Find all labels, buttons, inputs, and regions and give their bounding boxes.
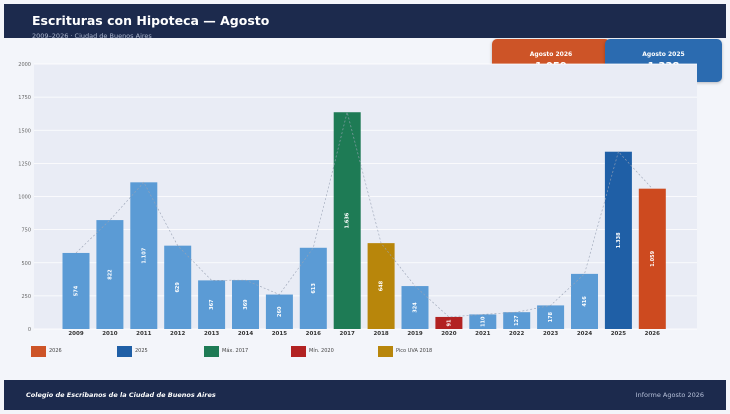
bar-value-label: 91 (446, 319, 452, 326)
legend-swatch (204, 345, 219, 357)
bar-2020 (435, 316, 463, 329)
y-tick-label: 1000 (18, 195, 31, 201)
page-title: Escrituras con Hipoteca — Agosto (32, 13, 270, 28)
bar-2010 (96, 220, 124, 329)
legend-label: Mín. 2020 (309, 348, 334, 354)
bar-value-label: 367 (209, 299, 215, 310)
bar-2014 (232, 280, 259, 329)
x-tick-label: 2011 (136, 331, 151, 337)
bar-2019 (401, 286, 429, 329)
y-tick-label: 0 (28, 327, 31, 333)
bar-value-label: 822 (107, 269, 113, 280)
x-tick-label: 2025 (611, 331, 626, 337)
legend-label: 2025 (135, 348, 148, 354)
legend-item: Pico UVA 2018 (378, 345, 432, 357)
page-subtitle: 2009–2026 · Ciudad de Buenos Aires (32, 32, 152, 40)
bar-value-label: 324 (413, 302, 419, 313)
y-tick-label: 1250 (18, 161, 31, 167)
bar-2015 (265, 294, 293, 329)
bar-2013 (198, 280, 226, 329)
footer-org: Colegio de Escribanos de la Ciudad de Bu… (26, 391, 216, 399)
x-tick-label: 2026 (645, 331, 660, 337)
legend-label: Máx. 2017 (222, 348, 249, 354)
bar-2009 (62, 252, 90, 329)
x-tick-label: 2024 (577, 331, 592, 337)
trend-line (75, 112, 653, 318)
bar-value-label: 178 (548, 311, 554, 322)
y-tick-label: 1750 (18, 95, 31, 101)
legend-item: Máx. 2017 (204, 345, 248, 357)
bar-2021 (469, 314, 497, 329)
legend-label: 2026 (49, 348, 62, 354)
legend-item: 2026 (31, 345, 62, 357)
footer-bar: Colegio de Escribanos de la Ciudad de Bu… (4, 380, 726, 410)
bar-value-label: 127 (514, 315, 520, 326)
bar-2026 (638, 188, 666, 329)
legend-swatch (31, 345, 46, 357)
bar-2016 (299, 247, 327, 329)
x-tick-label: 2016 (306, 331, 321, 337)
legend-swatch (378, 345, 393, 357)
bar-chart: 0 250 500 750 1000 1250 1500 1750 2000 574 2009 822… (18, 62, 697, 337)
bar-2025 (604, 151, 632, 329)
bar-2012 (164, 245, 192, 329)
kpi-label-2025: Agosto 2025 (642, 51, 685, 58)
x-tick-label: 2010 (102, 331, 117, 337)
chart-legend: 2026 2025 Máx. 2017 Mín. 2020 Pico UVA 2018 (0, 345, 730, 359)
bar-2023 (537, 305, 565, 329)
x-tick-label: 2012 (170, 331, 185, 337)
bar-value-label: 1.059 (650, 250, 656, 266)
bar-value-label: 260 (277, 306, 283, 317)
legend-item: Mín. 2020 (291, 345, 334, 357)
x-tick-label: 2013 (204, 331, 219, 337)
kpi-label-2026: Agosto 2026 (529, 51, 573, 58)
bar-value-label: 110 (480, 316, 486, 327)
y-tick-label: 500 (21, 261, 31, 267)
y-tick-label: 250 (21, 294, 31, 300)
x-tick-label: 2015 (272, 331, 287, 337)
legend-label: Pico UVA 2018 (396, 348, 433, 354)
y-tick-label: 750 (21, 228, 31, 234)
footer-report: Informe Agosto 2026 (635, 391, 704, 399)
bar-2018 (367, 243, 395, 329)
legend-item: 2025 (117, 345, 148, 357)
bar-value-label: 629 (175, 282, 181, 293)
x-tick-label: 2009 (68, 331, 83, 337)
bar-value-label: 1.636 (345, 212, 351, 228)
bar-value-label: 574 (74, 285, 80, 296)
x-tick-label: 2019 (407, 331, 422, 337)
x-tick-label: 2017 (340, 331, 355, 337)
bar-2022 (503, 312, 531, 329)
bar-value-label: 613 (311, 283, 317, 294)
x-tick-label: 2022 (509, 331, 524, 337)
bar-value-label: 1.107 (141, 247, 147, 263)
x-tick-label: 2014 (238, 331, 253, 337)
y-tick-label: 1500 (18, 128, 31, 134)
y-tick-label: 2000 (18, 62, 31, 68)
bar-value-label: 416 (582, 296, 588, 307)
legend-swatch (117, 345, 132, 357)
x-tick-label: 2023 (543, 331, 558, 337)
x-tick-label: 2018 (373, 331, 388, 337)
header-bar: Escrituras con Hipoteca — Agosto 2009–20… (4, 4, 726, 40)
x-tick-label: 2020 (441, 331, 456, 337)
bar-value-label: 648 (379, 280, 385, 291)
bar-value-label: 369 (243, 299, 249, 310)
x-tick-label: 2021 (475, 331, 490, 337)
bar-2024 (571, 273, 598, 329)
bar-value-label: 1.338 (616, 232, 622, 248)
bar-2011 (130, 182, 158, 329)
legend-swatch (291, 345, 306, 357)
